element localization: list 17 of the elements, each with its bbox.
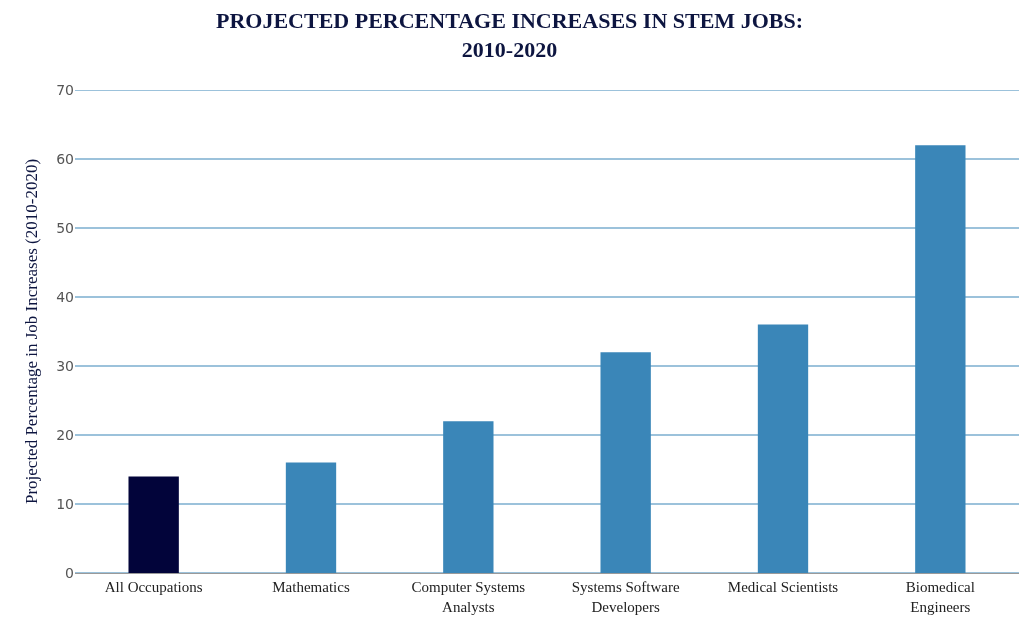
y-axis-title: Projected Percentage in Job Increases (2010-2020) <box>21 158 41 505</box>
y-tick-label: 40 <box>56 288 74 305</box>
chart-title: PROJECTED PERCENTAGE INCREASES IN STEM JOBS: 2010-2020 <box>216 8 803 62</box>
x-tick-label: Biomedical Engineers <box>905 579 975 615</box>
x-tick-label: Medical Scientists <box>727 579 839 595</box>
y-tick-label: 30 <box>56 357 74 374</box>
bar <box>128 476 179 573</box>
x-tick-label: Mathematics <box>272 579 350 595</box>
y-tick-label: 60 <box>56 150 74 167</box>
x-tick-label: Systems Software Developers <box>571 579 680 615</box>
x-tick-label: Computer Systems Analysts <box>411 579 526 615</box>
y-tick-label: 10 <box>56 495 74 512</box>
y-tick-label: 50 <box>56 219 74 236</box>
y-tick-label: 20 <box>56 426 74 443</box>
x-tick-label: All Occupations <box>104 579 203 595</box>
y-tick-label: 0 <box>65 564 74 581</box>
y-tick-label: 70 <box>56 81 74 98</box>
